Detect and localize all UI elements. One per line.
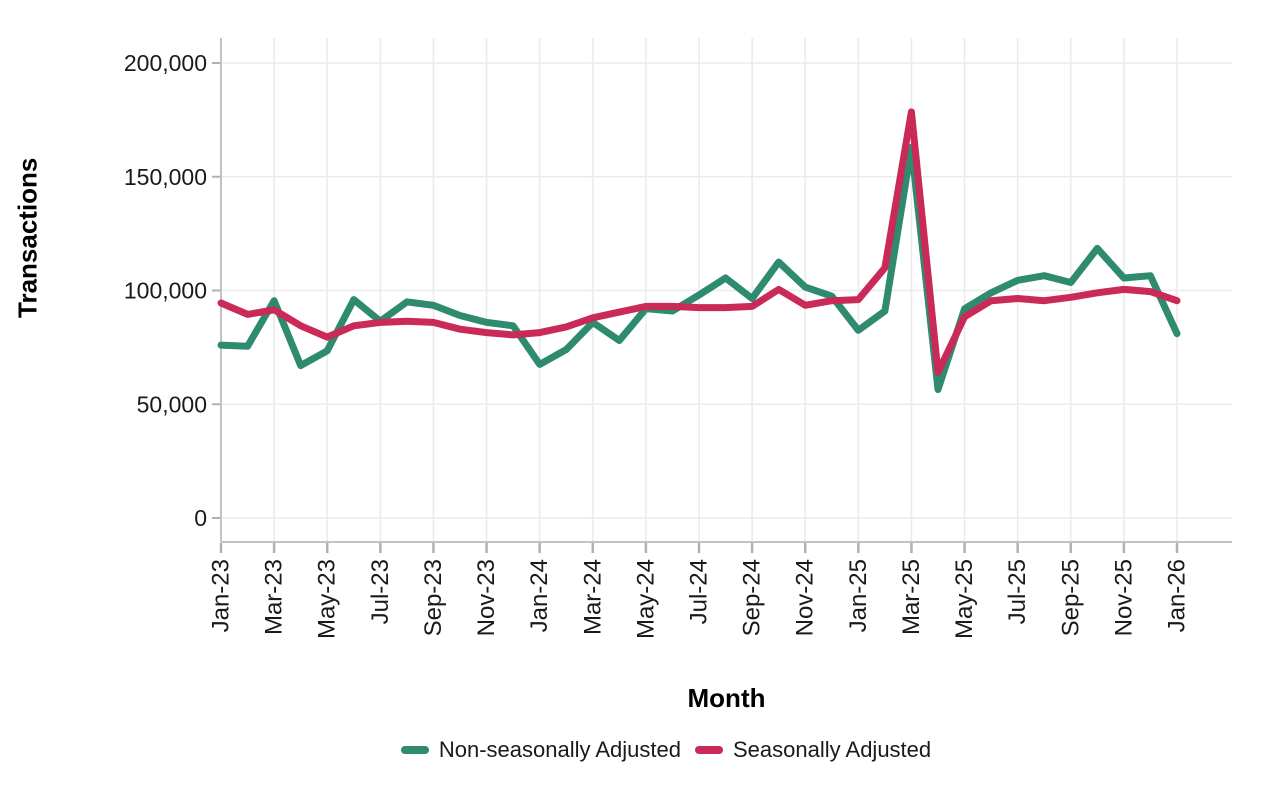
x-tick-label: Nov-24 (792, 559, 819, 636)
y-tick-label: 200,000 (124, 50, 207, 76)
x-tick-label: Nov-25 (1110, 559, 1137, 636)
x-tick-label: Sep-25 (1057, 559, 1084, 636)
legend-label-non-seasonally-adjusted: Non-seasonally Adjusted (438, 737, 681, 762)
x-tick-label: May-25 (951, 559, 978, 639)
y-tick-label: 0 (194, 505, 207, 531)
y-tick-label: 150,000 (124, 164, 207, 190)
x-tick-label: Jan-24 (526, 559, 553, 632)
x-tick-label: Sep-23 (420, 559, 447, 636)
x-axis-title: Month (687, 683, 766, 713)
x-tick-label: May-24 (632, 559, 659, 639)
x-tick-label: Sep-24 (739, 559, 766, 636)
y-tick-label: 50,000 (137, 391, 207, 417)
x-tick-label: Mar-25 (898, 559, 925, 635)
legend-swatch-seasonally-adjusted (695, 746, 723, 754)
x-tick-label: Jan-26 (1164, 559, 1191, 632)
x-tick-label: Mar-24 (579, 559, 606, 635)
x-tick-label: Jul-23 (367, 559, 394, 624)
legend-label-seasonally-adjusted: Seasonally Adjusted (733, 737, 932, 762)
legend: Non-seasonally Adjusted Seasonally Adjus… (0, 737, 1280, 763)
x-tick-label: Mar-23 (261, 559, 288, 635)
x-tick-label: Jan-25 (845, 559, 872, 632)
series-line-seasonally-adjusted (217, 108, 1181, 376)
y-axis-title-text: Transactions (12, 157, 43, 318)
x-tick-label: Nov-23 (473, 559, 500, 636)
legend-item-seasonally-adjusted: Seasonally Adjusted (695, 737, 931, 763)
x-tick-label: May-23 (314, 559, 341, 639)
y-axis-title: Transactions (13, 158, 44, 318)
x-tick-label: Jul-24 (686, 559, 713, 624)
y-tick-label: 100,000 (124, 278, 207, 304)
legend-item-non-seasonally-adjusted: Non-seasonally Adjusted (400, 737, 681, 763)
x-tick-label: Jul-25 (1004, 559, 1031, 624)
legend-swatch-non-seasonally-adjusted (400, 746, 429, 754)
x-tick-label: Jan-23 (208, 559, 235, 632)
